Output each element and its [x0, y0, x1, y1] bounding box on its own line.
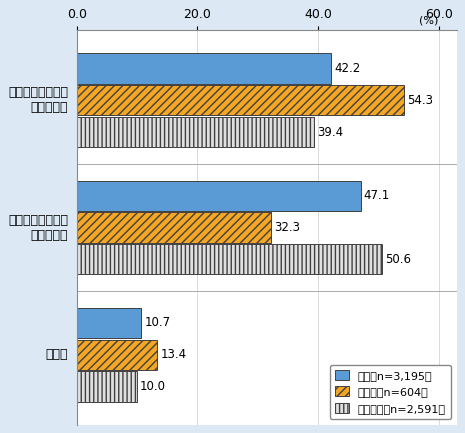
Text: 54.3: 54.3: [407, 94, 433, 107]
Bar: [77, 339, 158, 370]
Legend: 全体（n=3,195）, 大企業（n=604）, 中小企業（n=2,591）: 全体（n=3,195）, 大企業（n=604）, 中小企業（n=2,591）: [330, 365, 451, 419]
Text: (%): (%): [419, 15, 438, 25]
Text: 13.4: 13.4: [160, 348, 186, 361]
Text: 10.0: 10.0: [140, 380, 166, 393]
Bar: [77, 53, 331, 84]
Text: 50.6: 50.6: [385, 253, 411, 266]
Bar: [77, 372, 137, 402]
Text: 39.4: 39.4: [317, 126, 344, 139]
Text: 42.2: 42.2: [334, 62, 360, 75]
Text: 47.1: 47.1: [364, 189, 390, 202]
Bar: [77, 244, 382, 275]
Bar: [77, 213, 272, 242]
Bar: [77, 117, 314, 147]
Text: 10.7: 10.7: [144, 317, 170, 330]
Text: 32.3: 32.3: [274, 221, 300, 234]
Bar: [77, 308, 141, 338]
Bar: [77, 85, 404, 116]
Bar: [77, 181, 361, 211]
